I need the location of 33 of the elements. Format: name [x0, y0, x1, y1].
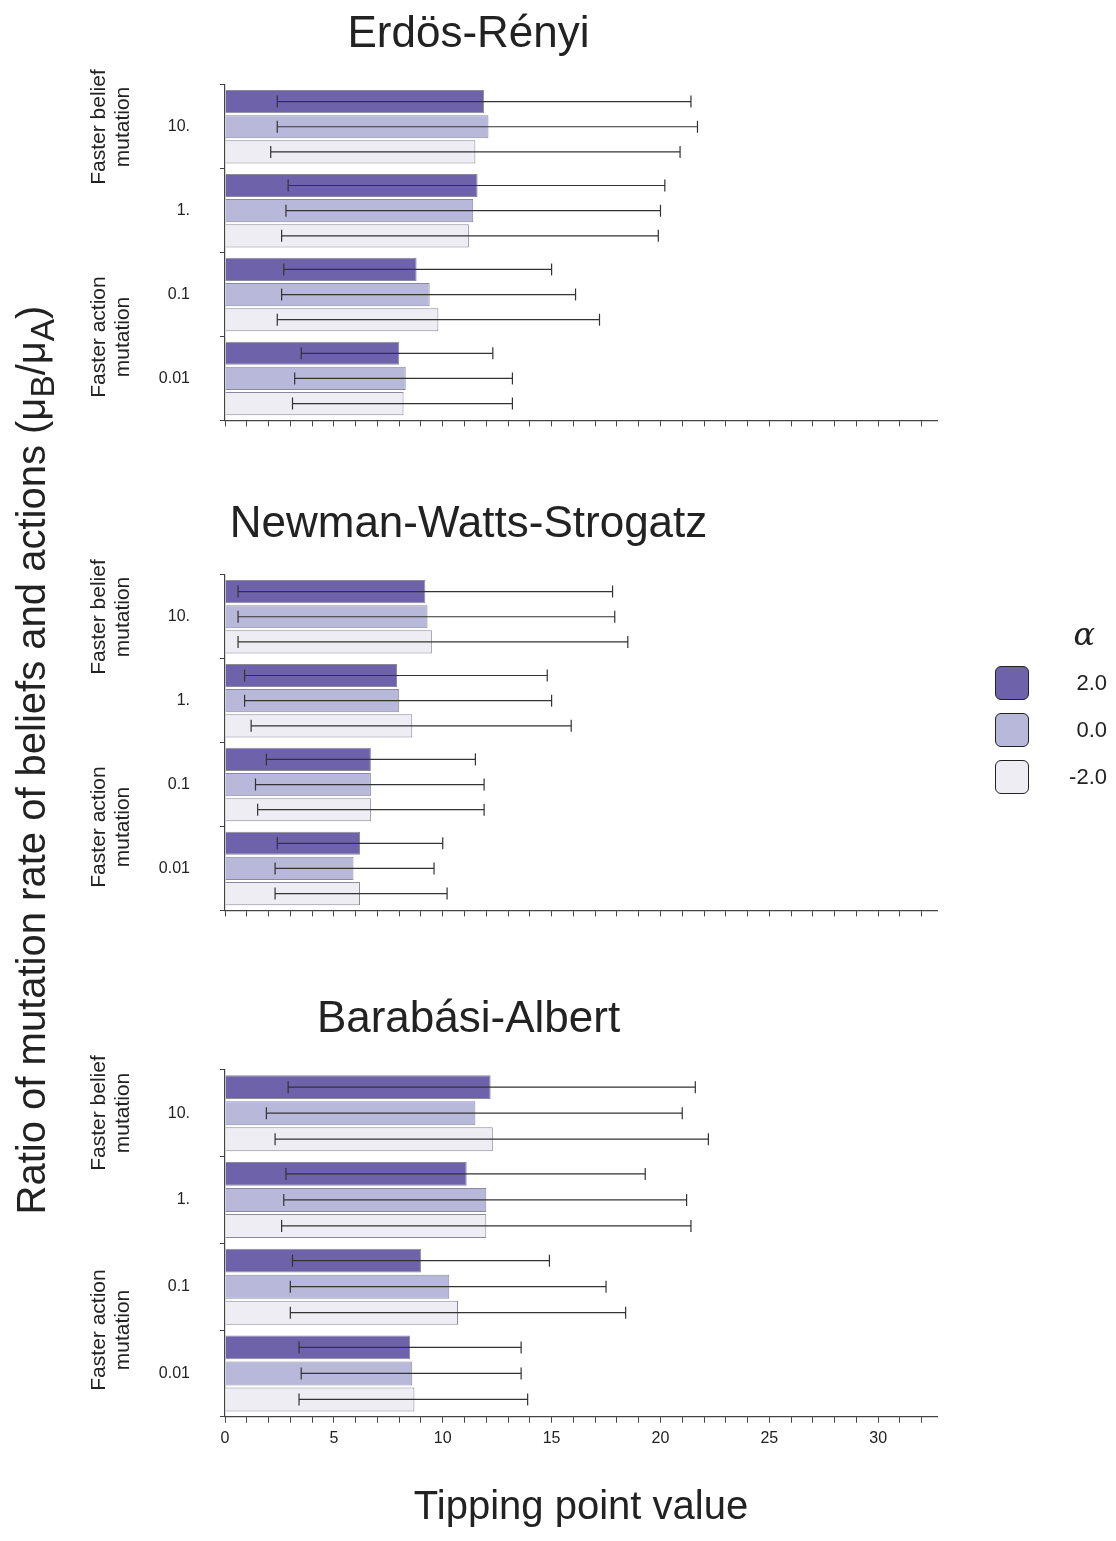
text: Faster belief mutation — [86, 67, 134, 187]
legend-title: α — [1072, 615, 1095, 655]
legend-label: 0.0 — [1076, 716, 1107, 743]
y-tick-label: 0.01 — [158, 368, 191, 386]
text: Faster action mutation — [86, 274, 134, 400]
y-tick-label: 1. — [176, 691, 190, 709]
chart-title: Erdös-Rényi — [347, 6, 590, 56]
y-tick-label: 0.1 — [167, 774, 191, 792]
chart-title: Barabási-Albert — [316, 991, 621, 1041]
chart-title: Newman-Watts-Strogatz — [229, 496, 708, 546]
x-tick-label: 15 — [542, 1428, 561, 1446]
text: Faster belief mutation — [86, 1054, 134, 1173]
text: Faster action mutation — [86, 764, 134, 890]
text: Faster belief mutation — [86, 557, 134, 677]
x-axis-title: Tipping point value — [413, 1483, 749, 1528]
legend-label: -2.0 — [1069, 763, 1107, 790]
x-tick-label: 30 — [869, 1428, 888, 1446]
x-tick-label: 0 — [220, 1428, 230, 1446]
y-tick-label: 0.1 — [167, 284, 191, 302]
x-tick-label: 10 — [433, 1428, 452, 1446]
y-tick-label: 0.1 — [167, 1277, 191, 1295]
legend-label: 2.0 — [1076, 669, 1107, 696]
y-tick-label: 10. — [167, 117, 190, 135]
x-tick-label: 20 — [651, 1428, 670, 1446]
y-tick-label: 10. — [167, 607, 190, 625]
y-tick-label: 0.01 — [158, 858, 191, 876]
x-tick-label: 25 — [760, 1428, 779, 1446]
text: Faster action mutation — [86, 1268, 134, 1393]
x-tick-label: 5 — [329, 1428, 339, 1446]
y-tick-label: 1. — [176, 201, 190, 219]
y-tick-label: 1. — [176, 1190, 190, 1208]
y-tick-label: 0.01 — [158, 1363, 191, 1381]
y-tick-label: 10. — [167, 1103, 190, 1121]
